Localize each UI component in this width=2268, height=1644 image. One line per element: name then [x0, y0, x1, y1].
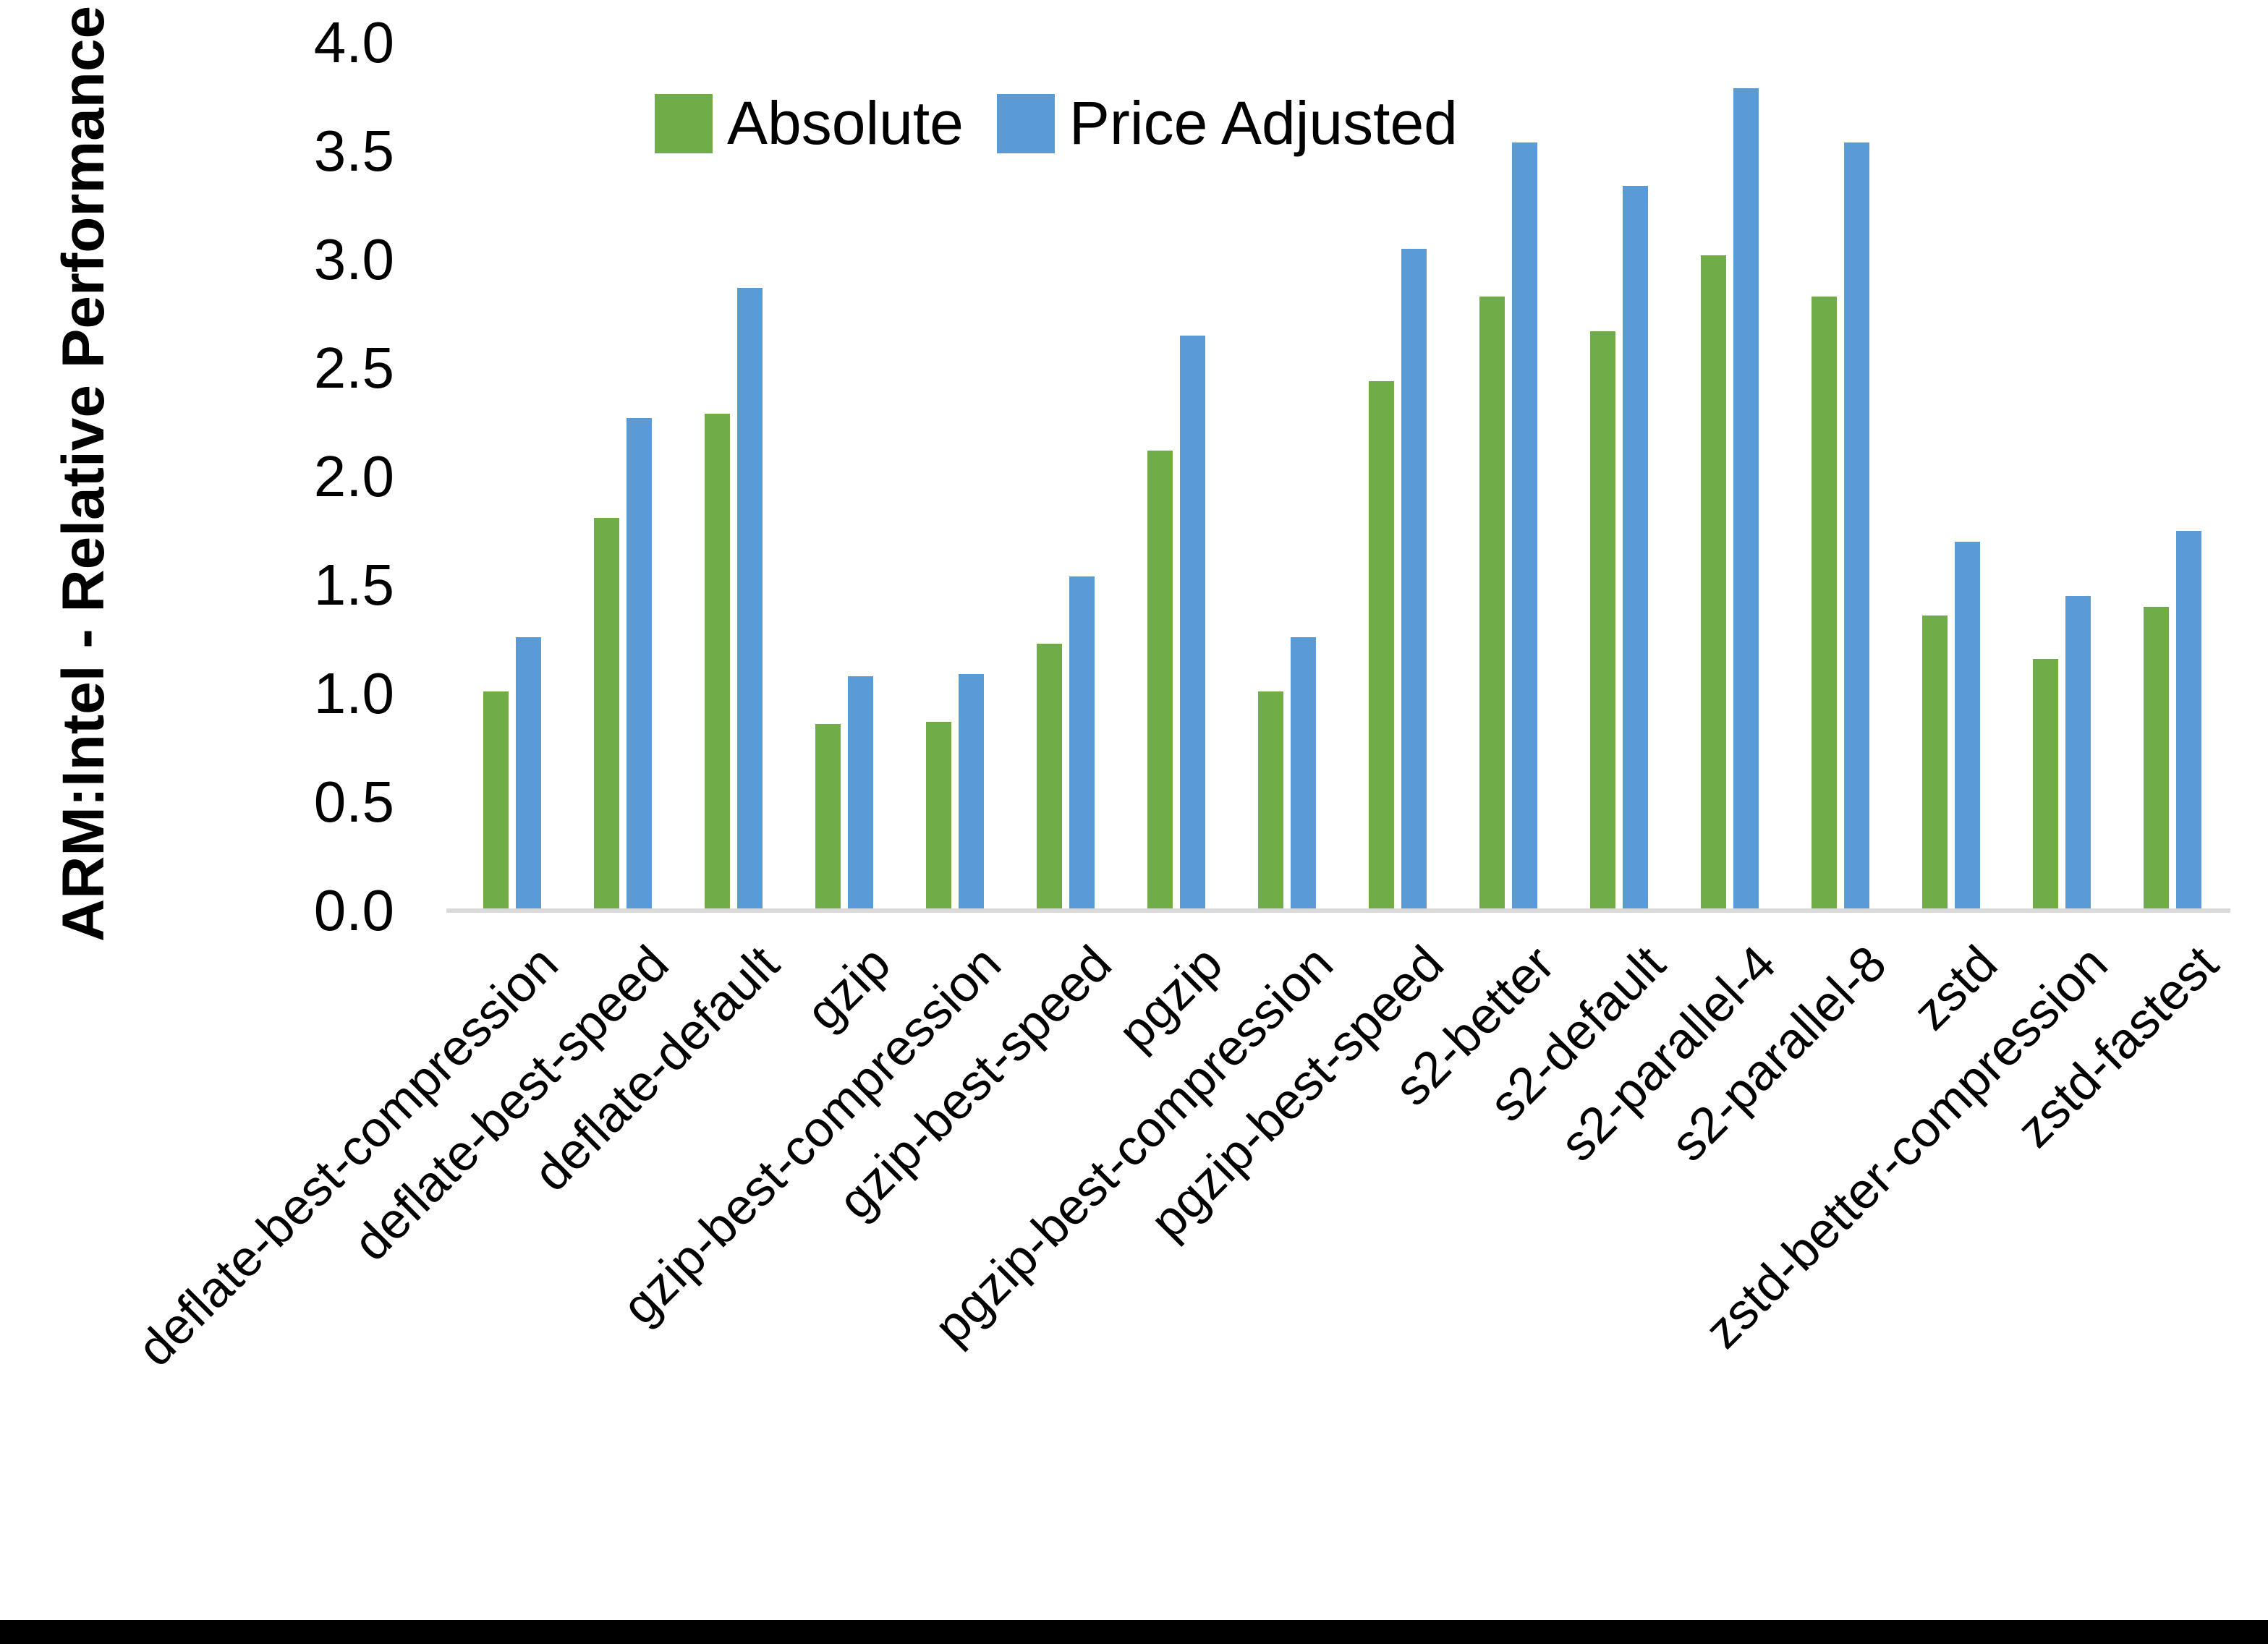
bar-absolute-pgzip-best-compression [1258, 691, 1283, 911]
bar-price-adjusted-s2-parallel-8 [1844, 142, 1869, 911]
legend-item-0: Absolute [655, 88, 964, 158]
y-axis-tick-label: 3.5 [313, 119, 394, 183]
bar-absolute-deflate-default [705, 414, 730, 911]
legend-item-1: Price Adjusted [996, 88, 1458, 158]
bar-price-adjusted-pgzip-best-compression [1291, 637, 1316, 911]
bar-price-adjusted-zstd [1955, 542, 1980, 911]
bar-absolute-s2-parallel-8 [1812, 297, 1837, 911]
y-axis-tick-label: 0.5 [313, 770, 394, 834]
bar-absolute-s2-better [1479, 297, 1505, 911]
y-axis-tick-label: 2.5 [313, 336, 394, 400]
bar-price-adjusted-zstd-better-compression [2065, 596, 2091, 911]
x-axis-label-deflate-best-compression: deflate-best-compression [126, 934, 569, 1377]
y-axis-title: ARM:Intel - Relative Performance [51, 5, 116, 942]
bar-price-adjusted-deflate-default [737, 288, 763, 911]
bar-absolute-pgzip-best-speed [1369, 381, 1394, 911]
bar-price-adjusted-pgzip [1180, 336, 1205, 911]
bar-absolute-pgzip [1147, 451, 1173, 911]
legend: Absolute Price Adjusted [655, 88, 1458, 158]
bar-price-adjusted-s2-better [1512, 142, 1537, 911]
bar-price-adjusted-pgzip-best-speed [1401, 249, 1427, 911]
x-axis-line [446, 908, 2230, 913]
bar-absolute-gzip-best-speed [1037, 644, 1062, 911]
bar-price-adjusted-gzip-best-speed [1069, 576, 1095, 911]
y-axis-tick-label: 0.0 [313, 878, 394, 942]
bar-absolute-deflate-best-compression [483, 691, 509, 911]
bar-absolute-zstd-better-compression [2033, 659, 2058, 911]
bar-price-adjusted-deflate-best-compression [516, 637, 541, 911]
y-axis-tick-label: 1.5 [313, 553, 394, 617]
legend-swatch-icon [996, 93, 1055, 153]
bar-absolute-zstd-fastest [2144, 607, 2169, 911]
bar-price-adjusted-deflate-best-speed [627, 418, 652, 911]
bar-absolute-s2-parallel-4 [1701, 255, 1726, 911]
bar-price-adjusted-s2-parallel-4 [1733, 88, 1759, 911]
legend-label: Absolute [727, 89, 964, 157]
y-axis-tick-label: 3.0 [313, 227, 394, 291]
bar-price-adjusted-s2-default [1623, 186, 1648, 911]
y-axis-tick-label: 4.0 [313, 10, 394, 74]
bar-absolute-gzip-best-compression [926, 722, 951, 911]
bar-absolute-s2-default [1590, 331, 1615, 911]
bar-absolute-gzip [815, 724, 841, 911]
bottom-border [0, 1620, 2268, 1644]
bar-absolute-zstd [1922, 616, 1948, 911]
legend-label: Price Adjusted [1069, 89, 1458, 157]
bar-price-adjusted-zstd-fastest [2176, 531, 2201, 911]
legend-swatch-icon [655, 93, 713, 153]
bar-absolute-deflate-best-speed [594, 518, 619, 911]
y-axis-tick-label: 2.0 [313, 444, 394, 508]
bar-price-adjusted-gzip [848, 676, 873, 911]
y-axis-tick-label: 1.0 [313, 661, 394, 725]
bar-price-adjusted-gzip-best-compression [959, 674, 984, 911]
